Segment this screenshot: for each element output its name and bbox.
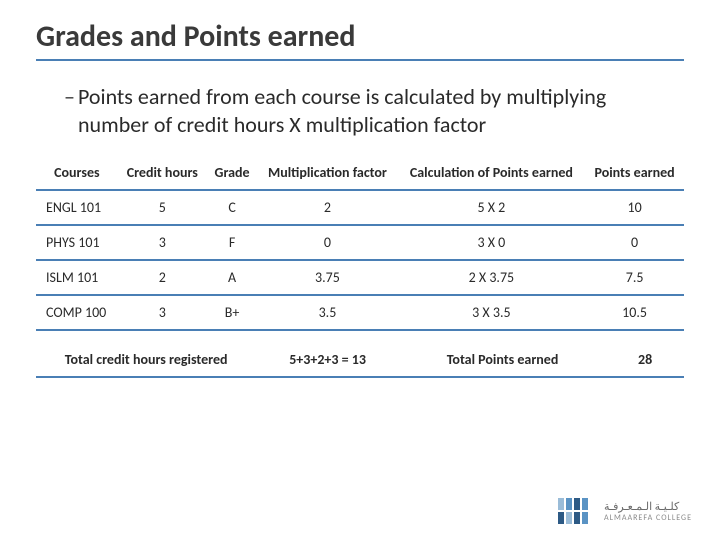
cell-calc: 3 X 0 xyxy=(398,225,586,260)
logo-english: ALMAAREFA COLLEGE xyxy=(604,514,692,522)
grades-table: Courses Credit hours Grade Multiplicatio… xyxy=(36,156,684,331)
table-row: ISLM 101 2 A 3.75 2 X 3.75 7.5 xyxy=(36,260,684,295)
bullet-text: Points earned from each course is calcul… xyxy=(78,83,676,138)
grades-table-wrapper: Courses Credit hours Grade Multiplicatio… xyxy=(0,138,720,378)
cell-calc: 3 X 3.5 xyxy=(398,295,586,330)
cell-course: PHYS 101 xyxy=(36,225,118,260)
cell-course: ISLM 101 xyxy=(36,260,118,295)
summary-tot-value: 28 xyxy=(606,343,684,377)
cell-points: 0 xyxy=(585,225,684,260)
logo-text: كلـيـة الـمـعـرفـة ALMAAREFA COLLEGE xyxy=(604,501,692,522)
table-row: ENGL 101 5 C 2 5 X 2 10 xyxy=(36,190,684,225)
cell-mult: 0 xyxy=(257,225,397,260)
cell-points: 10.5 xyxy=(585,295,684,330)
cell-course: COMP 100 xyxy=(36,295,118,330)
col-grade: Grade xyxy=(207,156,257,190)
cell-credit: 3 xyxy=(118,225,207,260)
col-credit: Credit hours xyxy=(118,156,207,190)
summary-row: Total credit hours registered 5+3+2+3 = … xyxy=(36,343,684,377)
cell-grade: F xyxy=(207,225,257,260)
bullet-block: – Points earned from each course is calc… xyxy=(0,61,720,138)
logo-mark-icon xyxy=(558,496,594,526)
col-points: Points earned xyxy=(585,156,684,190)
cell-calc: 2 X 3.75 xyxy=(398,260,586,295)
cell-points: 7.5 xyxy=(585,260,684,295)
summary-reg-calc: 5+3+2+3 = 13 xyxy=(256,343,399,377)
cell-credit: 3 xyxy=(118,295,207,330)
cell-points: 10 xyxy=(585,190,684,225)
col-courses: Courses xyxy=(36,156,118,190)
summary-table: Total credit hours registered 5+3+2+3 = … xyxy=(36,343,684,378)
college-logo: كلـيـة الـمـعـرفـة ALMAAREFA COLLEGE xyxy=(558,496,692,526)
bullet-dash-icon: – xyxy=(64,83,75,110)
logo-arabic: كلـيـة الـمـعـرفـة xyxy=(604,501,692,512)
cell-grade: B+ xyxy=(207,295,257,330)
summary-tot-label: Total Points earned xyxy=(399,343,606,377)
cell-mult: 3.75 xyxy=(257,260,397,295)
col-mult: Multiplication factor xyxy=(257,156,397,190)
cell-mult: 2 xyxy=(257,190,397,225)
cell-grade: C xyxy=(207,190,257,225)
cell-mult: 3.5 xyxy=(257,295,397,330)
cell-calc: 5 X 2 xyxy=(398,190,586,225)
col-calc: Calculation of Points earned xyxy=(398,156,586,190)
table-row: PHYS 101 3 F 0 3 X 0 0 xyxy=(36,225,684,260)
table-header-row: Courses Credit hours Grade Multiplicatio… xyxy=(36,156,684,190)
table-row: COMP 100 3 B+ 3.5 3 X 3.5 10.5 xyxy=(36,295,684,330)
cell-credit: 2 xyxy=(118,260,207,295)
cell-course: ENGL 101 xyxy=(36,190,118,225)
summary-reg-label: Total credit hours registered xyxy=(36,343,256,377)
cell-grade: A xyxy=(207,260,257,295)
page-title: Grades and Points earned xyxy=(0,0,720,59)
cell-credit: 5 xyxy=(118,190,207,225)
